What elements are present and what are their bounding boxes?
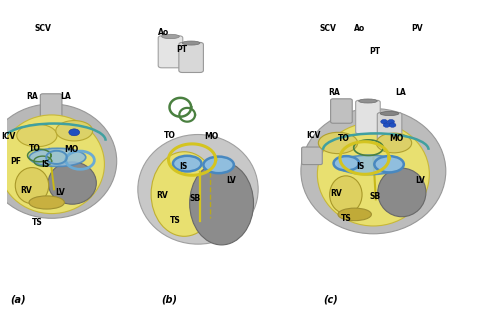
Text: RV: RV <box>156 191 168 200</box>
Circle shape <box>383 123 390 127</box>
Text: LA: LA <box>60 92 71 101</box>
Text: LV: LV <box>56 188 66 197</box>
Ellipse shape <box>182 41 200 45</box>
FancyBboxPatch shape <box>330 99 352 123</box>
Text: IS: IS <box>42 161 50 169</box>
FancyBboxPatch shape <box>356 100 380 134</box>
Text: SCV: SCV <box>319 23 336 33</box>
Text: IS: IS <box>179 162 188 171</box>
Ellipse shape <box>16 124 57 147</box>
Ellipse shape <box>378 168 426 217</box>
Text: RA: RA <box>26 92 38 101</box>
Ellipse shape <box>138 135 258 244</box>
Ellipse shape <box>330 176 362 213</box>
Text: RV: RV <box>20 186 32 195</box>
Ellipse shape <box>48 162 96 204</box>
Text: LV: LV <box>226 176 236 185</box>
Text: (c): (c) <box>323 295 338 305</box>
Text: Ao: Ao <box>354 23 364 33</box>
Text: PF: PF <box>10 157 22 166</box>
Ellipse shape <box>190 162 254 245</box>
Circle shape <box>389 123 396 127</box>
Text: LV: LV <box>415 176 425 185</box>
Ellipse shape <box>56 121 92 141</box>
Text: TO: TO <box>338 134 349 143</box>
Ellipse shape <box>318 123 430 226</box>
Text: ICV: ICV <box>306 131 320 140</box>
Ellipse shape <box>380 112 399 116</box>
Ellipse shape <box>376 133 412 153</box>
FancyBboxPatch shape <box>40 94 62 117</box>
Text: LA: LA <box>395 88 406 97</box>
Ellipse shape <box>0 115 104 214</box>
Ellipse shape <box>30 148 86 167</box>
Text: RA: RA <box>328 88 340 97</box>
Circle shape <box>388 119 394 124</box>
Ellipse shape <box>338 208 372 221</box>
FancyBboxPatch shape <box>302 147 322 165</box>
Text: RV: RV <box>330 189 342 198</box>
Circle shape <box>380 119 388 124</box>
Ellipse shape <box>301 108 446 234</box>
Text: (a): (a) <box>10 295 26 305</box>
Ellipse shape <box>374 156 404 173</box>
Ellipse shape <box>151 152 218 236</box>
Text: MO: MO <box>204 132 218 141</box>
Text: TO: TO <box>28 144 40 153</box>
Ellipse shape <box>338 155 402 175</box>
Ellipse shape <box>318 132 358 154</box>
FancyBboxPatch shape <box>378 112 402 143</box>
Ellipse shape <box>16 167 48 204</box>
Text: (b): (b) <box>162 295 178 305</box>
FancyBboxPatch shape <box>179 42 204 72</box>
Text: IS: IS <box>356 162 364 171</box>
Text: ICV: ICV <box>2 131 16 141</box>
Ellipse shape <box>0 104 116 218</box>
Ellipse shape <box>358 99 378 103</box>
Circle shape <box>69 129 80 136</box>
Text: PT: PT <box>176 46 188 54</box>
Text: MO: MO <box>64 145 78 154</box>
Text: TS: TS <box>341 214 351 223</box>
Text: PV: PV <box>411 23 422 33</box>
Ellipse shape <box>173 156 202 172</box>
Ellipse shape <box>204 157 234 173</box>
Text: PT: PT <box>370 47 380 56</box>
Text: TS: TS <box>170 216 181 225</box>
Text: SB: SB <box>370 192 380 201</box>
Text: Ao: Ao <box>158 28 169 37</box>
Text: SB: SB <box>190 194 200 203</box>
FancyBboxPatch shape <box>158 36 183 68</box>
Ellipse shape <box>334 156 359 171</box>
Text: MO: MO <box>390 134 404 143</box>
Text: SCV: SCV <box>35 23 51 33</box>
Text: TO: TO <box>164 131 175 140</box>
Ellipse shape <box>29 196 64 209</box>
Ellipse shape <box>162 34 180 39</box>
Text: TS: TS <box>32 218 42 227</box>
